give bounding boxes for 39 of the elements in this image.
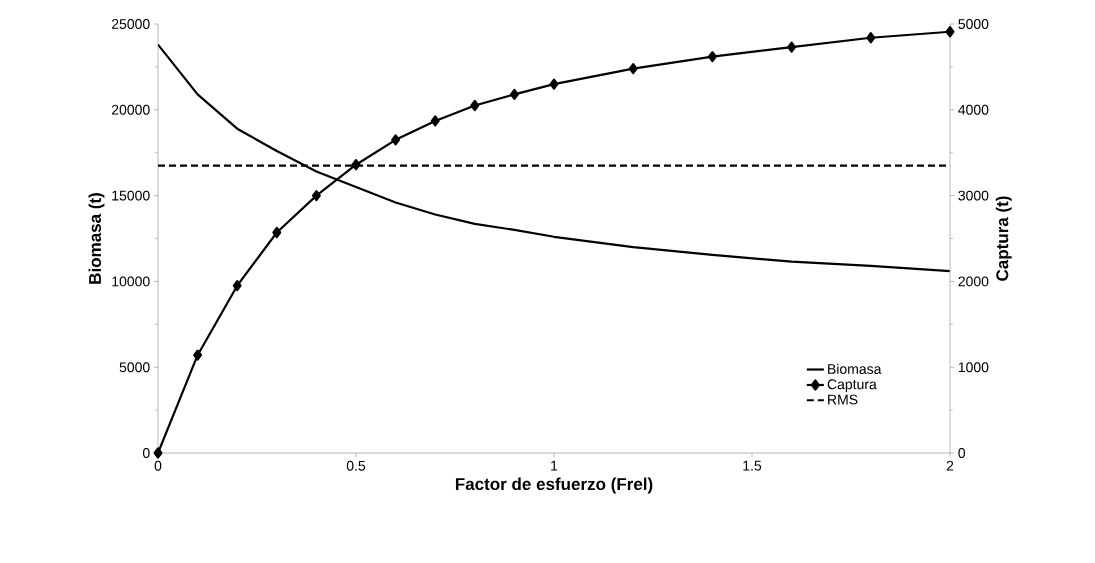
y2-tick-label: 0	[958, 448, 966, 458]
y-axis-title: Biomasa (t)	[88, 193, 105, 284]
point	[628, 63, 638, 75]
x-axis-title: Factor de esfuerzo (Frel)	[455, 477, 653, 494]
x-tick-label: 0	[154, 460, 162, 471]
point	[549, 78, 559, 90]
legend-label: Captura	[827, 379, 877, 393]
point	[707, 51, 717, 63]
x-tick-label: 2	[946, 460, 954, 471]
legend-label: RMS	[828, 394, 858, 405]
y2-tick-label: 5000	[958, 19, 989, 29]
point	[787, 41, 797, 53]
point	[430, 115, 440, 127]
x-tick-label: 1.5	[743, 460, 762, 471]
point	[232, 280, 242, 292]
y-tick-label: 15000	[112, 190, 150, 201]
y2-tick-label: 1000	[958, 362, 989, 373]
y2-axis-title: Captura (t)	[995, 196, 1012, 281]
y2-tick-label: 3000	[958, 190, 989, 201]
point	[509, 88, 519, 100]
point	[866, 32, 876, 44]
y-tick-label: 0	[142, 448, 150, 458]
y-tick-label: 5000	[119, 362, 150, 373]
x-tick-label: 1	[551, 460, 558, 471]
point	[153, 447, 163, 459]
legend-label: Biomasa	[828, 363, 882, 374]
point	[470, 99, 480, 112]
point	[272, 226, 282, 239]
point	[193, 349, 203, 361]
point	[391, 134, 401, 146]
y-tick-label: 10000	[112, 276, 150, 287]
point	[945, 26, 955, 38]
point	[311, 190, 321, 202]
point	[351, 159, 361, 171]
y-tick-label: 25000	[111, 19, 150, 29]
y-tick-label: 20000	[111, 104, 150, 115]
x-tick-label: 0.5	[346, 460, 366, 471]
y2-tick-label: 2000	[958, 276, 989, 287]
y2-tick-label: 4000	[958, 104, 989, 115]
